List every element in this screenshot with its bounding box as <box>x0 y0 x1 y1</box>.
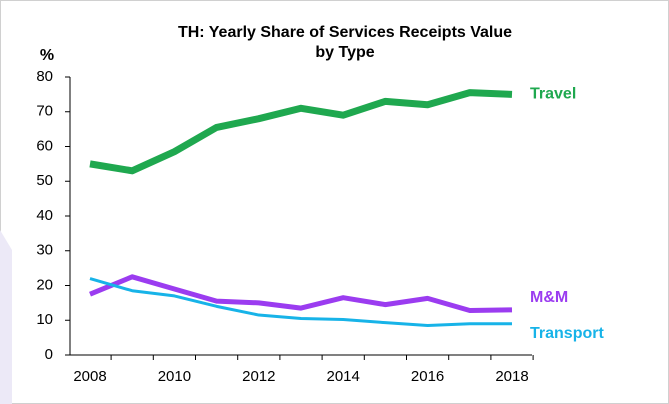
series-line <box>89 277 512 327</box>
y-tick-label: 0 <box>45 346 53 363</box>
y-tick-label: 70 <box>36 103 53 120</box>
x-tick-label: 2012 <box>242 368 275 385</box>
series-label: Travel <box>530 86 576 103</box>
chart-title: TH: Yearly Share of Services Receipts Va… <box>178 24 512 41</box>
y-tick-label: 40 <box>36 207 53 224</box>
series-label: M&M <box>530 289 568 306</box>
y-tick-label: 10 <box>36 311 53 328</box>
series-label: Transport <box>530 325 604 342</box>
y-axis-label: % <box>40 47 54 64</box>
x-tick-label: 2010 <box>158 368 191 385</box>
chart-title: by Type <box>315 44 374 61</box>
y-tick-label: 20 <box>36 276 53 293</box>
x-tick-label: 2014 <box>327 368 360 385</box>
y-tick-label: 30 <box>36 242 53 259</box>
series-line <box>89 89 513 175</box>
x-tick-label: 2016 <box>411 368 444 385</box>
series-line <box>89 274 513 314</box>
decoration <box>0 230 12 404</box>
y-tick-label: 60 <box>36 137 53 154</box>
y-tick-label: 80 <box>36 68 53 85</box>
x-tick-label: 2008 <box>73 368 106 385</box>
x-tick-label: 2018 <box>495 368 528 385</box>
y-tick-label: 50 <box>36 172 53 189</box>
